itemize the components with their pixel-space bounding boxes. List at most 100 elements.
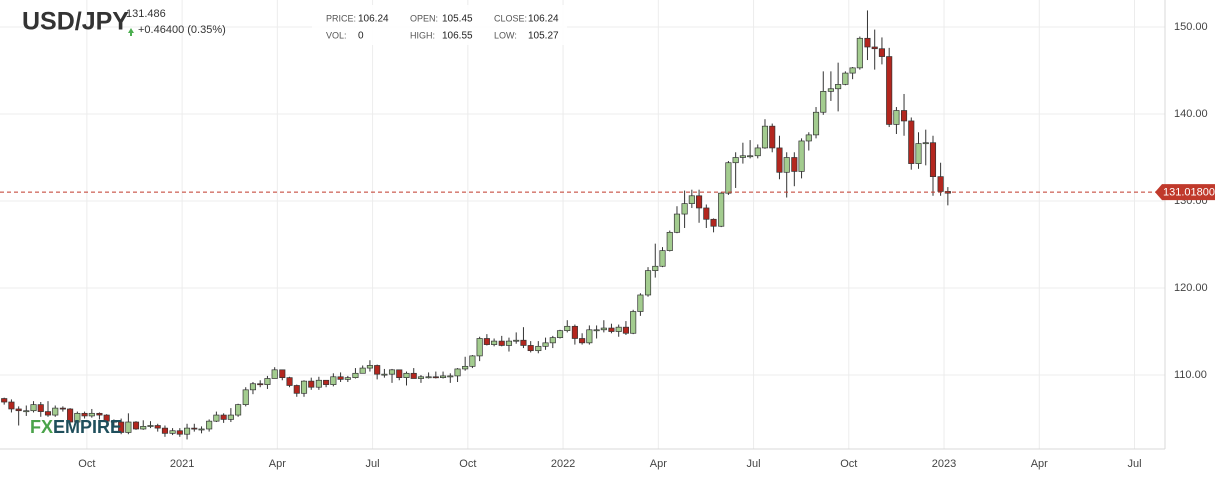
candle-body	[476, 338, 483, 357]
candle-body	[556, 330, 564, 338]
candle-body	[579, 338, 586, 344]
candle-body	[915, 143, 922, 164]
candle-body	[469, 355, 476, 367]
candle-body	[52, 407, 59, 416]
info-label: HIGH:	[410, 30, 435, 40]
candle-body	[812, 111, 820, 136]
candle-body	[666, 231, 673, 251]
candle-body	[440, 375, 447, 378]
candle-body	[8, 401, 15, 410]
watermark-empire: EMPIRE	[53, 417, 122, 437]
info-value: 106.24	[528, 14, 559, 25]
candle-body	[761, 125, 769, 149]
candle-body	[600, 327, 607, 331]
info-label: LOW:	[494, 30, 517, 40]
candle-body	[206, 420, 213, 430]
candle-body	[264, 378, 271, 385]
candle-body	[893, 110, 900, 125]
candle-body	[505, 340, 513, 346]
candle-body	[652, 265, 659, 271]
header-price: 131.486	[126, 8, 166, 20]
candle-body	[856, 37, 863, 69]
candle-body	[454, 368, 461, 377]
candle-body	[805, 134, 812, 142]
candle-body	[169, 430, 176, 434]
candle-body	[96, 412, 103, 416]
watermark: FXEMPIRE	[30, 417, 122, 437]
candle-body	[432, 376, 439, 379]
candle-body	[498, 340, 505, 346]
candle-body	[644, 270, 652, 296]
candle-body	[118, 421, 125, 433]
candle-body	[110, 420, 117, 423]
candle-body	[571, 325, 578, 339]
candle-body	[286, 377, 293, 386]
candle-body	[835, 84, 842, 90]
candle-body	[483, 338, 490, 345]
up-arrow	[128, 28, 134, 36]
candle-body	[864, 37, 871, 48]
candle-body	[783, 157, 790, 173]
candle-body	[198, 428, 205, 431]
candle-body	[37, 404, 44, 412]
candle-body	[388, 369, 396, 375]
candle-body	[300, 380, 308, 394]
candle-body	[798, 140, 805, 172]
candle-body	[293, 385, 300, 394]
candle-body	[1, 398, 8, 403]
candle-body	[908, 120, 915, 164]
candle-body	[673, 213, 681, 233]
symbol: USD/JPY	[22, 8, 129, 36]
candle-body	[67, 408, 74, 423]
info-value: 106.24	[358, 14, 389, 25]
candle-body	[703, 207, 710, 220]
candle-body	[88, 412, 95, 417]
x-tick-label: 2021	[170, 458, 194, 470]
info-value: 105.45	[442, 14, 473, 25]
candle-body	[147, 425, 154, 427]
candle-body	[366, 365, 373, 369]
last-price-tag	[1155, 184, 1215, 201]
candle-body	[132, 421, 140, 430]
axes: JulOct2021AprJulOct2022AprJulOct2023AprJ…	[0, 21, 1215, 470]
candle-body	[337, 376, 344, 380]
candle-body	[820, 91, 827, 113]
candle-body	[279, 369, 286, 378]
candle-body	[257, 383, 264, 386]
candle-body	[462, 365, 469, 370]
candle-body	[769, 125, 776, 149]
candle-body	[608, 327, 615, 332]
x-tick-label: Oct	[459, 458, 476, 470]
candle-body	[15, 408, 22, 412]
candle-body	[74, 412, 81, 423]
candle-body	[527, 345, 534, 352]
candle-body	[937, 176, 944, 192]
candle-body	[235, 404, 242, 416]
candle-body	[125, 421, 132, 433]
candle-body	[161, 427, 169, 434]
candle-body	[381, 373, 388, 376]
header-change: +0.46400 (0.35%)	[138, 24, 226, 36]
candle-body	[622, 326, 629, 334]
candle-body	[535, 345, 542, 352]
candle-body	[227, 414, 234, 420]
candle-body	[922, 142, 929, 145]
candle-body	[637, 294, 644, 312]
candle-body	[220, 414, 227, 420]
candle-body	[417, 376, 425, 379]
x-tick-label: Jul	[366, 458, 380, 470]
candle-body	[323, 379, 330, 385]
candle-body	[520, 339, 527, 346]
candles	[1, 10, 951, 440]
candle-body	[352, 372, 359, 378]
candle-body	[549, 337, 556, 344]
candle-body	[849, 67, 856, 74]
candle-body	[396, 369, 403, 378]
candle-body	[878, 48, 885, 57]
candle-body	[308, 380, 315, 388]
candle-body	[271, 369, 278, 379]
candle-body	[659, 250, 666, 267]
candle-body	[696, 195, 703, 209]
candle-body	[59, 407, 66, 410]
